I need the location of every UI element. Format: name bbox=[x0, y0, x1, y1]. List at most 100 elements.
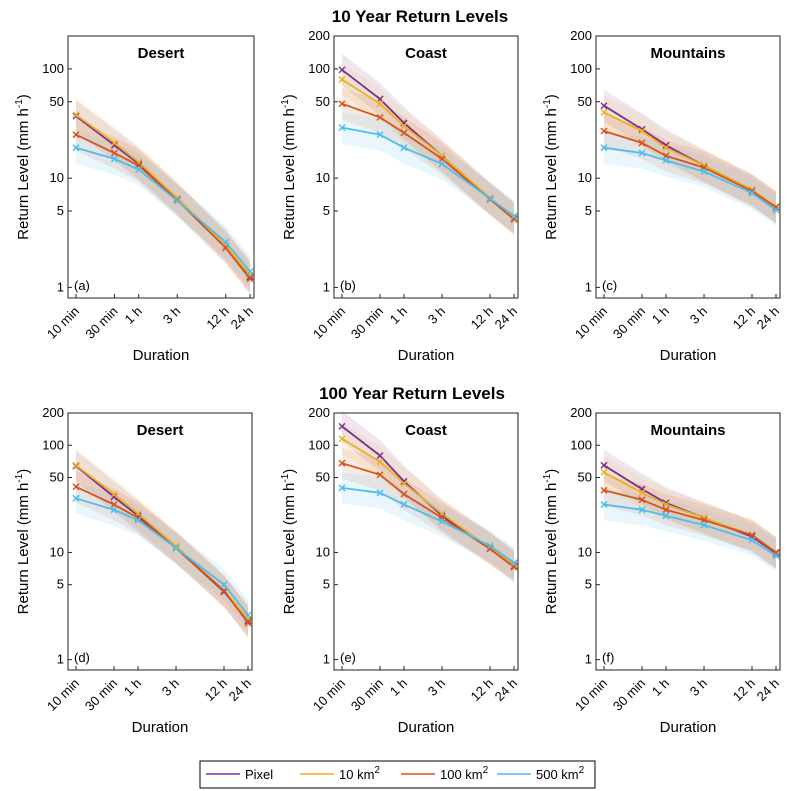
band-500km2 bbox=[342, 472, 514, 579]
point-100km2 bbox=[400, 129, 408, 137]
series-line-500km2 bbox=[75, 497, 249, 616]
point-100km2 bbox=[748, 531, 756, 539]
x-tick-label: 30 min bbox=[348, 676, 386, 714]
legend-entry-pixel: Pixel bbox=[206, 767, 273, 782]
y-axis-label: Return Level (mm h-1) bbox=[280, 469, 298, 615]
legend-entry-10km2: 10 km2 bbox=[300, 765, 380, 782]
panel-label: (d) bbox=[74, 650, 90, 665]
point-100km2 bbox=[244, 619, 252, 627]
y-tick-label: 10 bbox=[50, 544, 64, 559]
x-tick-label: 3 h bbox=[425, 304, 448, 327]
x-tick-label: 1 h bbox=[649, 304, 672, 327]
y-axis-label: Return Level (mm h-1) bbox=[542, 94, 560, 240]
point-500km2 bbox=[376, 131, 384, 139]
x-tick-label: 10 min bbox=[44, 304, 82, 342]
point-10km2 bbox=[638, 127, 646, 135]
axes-box bbox=[67, 35, 255, 299]
x-tick-label: 10 min bbox=[310, 304, 348, 342]
point-500km2 bbox=[222, 238, 230, 246]
x-tick-label: 12 h bbox=[202, 676, 231, 705]
panel-title: Mountains bbox=[651, 45, 726, 62]
x-axis-label: Duration bbox=[398, 347, 455, 364]
x-tick-label: 24 h bbox=[754, 676, 783, 705]
point-100km2 bbox=[338, 459, 346, 467]
y-tick-label: 5 bbox=[323, 577, 330, 592]
band-pixel bbox=[604, 449, 776, 569]
point-100km2 bbox=[638, 496, 646, 504]
panel-3: 1 5 10 50 100 200 10 min 30 min 1 h 3 h 12 h24 h Mo… bbox=[542, 28, 782, 364]
point-500km2 bbox=[638, 506, 646, 514]
x-tick-label: 10 min bbox=[572, 304, 610, 342]
point-500km2 bbox=[748, 536, 756, 544]
point-10km2 bbox=[338, 435, 346, 443]
y-tick-label: 10 bbox=[578, 170, 592, 185]
point-10km2 bbox=[638, 489, 646, 497]
series-line-500km2 bbox=[341, 126, 515, 217]
series-line-500km2 bbox=[75, 146, 251, 272]
y-tick-label: 5 bbox=[323, 203, 330, 218]
point-500km2 bbox=[72, 144, 80, 152]
point-10km2 bbox=[376, 458, 384, 466]
y-tick-label: 50 bbox=[316, 470, 330, 485]
x-tick-label: 24 h bbox=[492, 304, 521, 333]
legend-label-10km2: 10 km2 bbox=[339, 765, 380, 782]
axes-box bbox=[333, 412, 519, 671]
point-500km2 bbox=[110, 506, 118, 514]
row-title-100yr: 100 Year Return Levels bbox=[319, 384, 505, 403]
y-tick-label: 50 bbox=[578, 470, 592, 485]
x-tick-label: 24 h bbox=[228, 304, 257, 333]
legend-label-100km2: 100 km2 bbox=[440, 765, 489, 782]
y-tick-label: 1 bbox=[57, 279, 64, 294]
band-100km2 bbox=[604, 115, 776, 224]
point-pixel bbox=[338, 66, 346, 74]
y-tick-label: 100 bbox=[570, 61, 592, 76]
y-tick-label: 50 bbox=[578, 94, 592, 109]
point-500km2 bbox=[173, 197, 181, 205]
y-tick-label: 100 bbox=[570, 437, 592, 452]
x-tick-label: 12 h bbox=[468, 676, 497, 705]
point-500km2 bbox=[135, 165, 143, 174]
band-10km2 bbox=[76, 449, 248, 635]
point-500km2 bbox=[438, 517, 446, 525]
point-500km2 bbox=[376, 489, 384, 497]
x-tick-label: 30 min bbox=[610, 304, 648, 342]
point-500km2 bbox=[244, 611, 252, 619]
band-pixel bbox=[76, 450, 248, 637]
point-500km2 bbox=[486, 542, 494, 550]
x-tick-label: 12 h bbox=[730, 676, 759, 705]
point-500km2 bbox=[600, 500, 608, 509]
y-tick-label: 100 bbox=[308, 437, 330, 452]
y-tick-label: 1 bbox=[323, 279, 330, 294]
y-tick-label: 50 bbox=[316, 94, 330, 109]
y-tick-label: 200 bbox=[42, 405, 64, 420]
y-tick-label: 100 bbox=[42, 437, 64, 452]
point-500km2 bbox=[772, 552, 780, 560]
legend-label-500km2: 500 km2 bbox=[536, 765, 585, 782]
band-100km2 bbox=[76, 471, 248, 639]
point-500km2 bbox=[400, 144, 408, 152]
series-line-100km2 bbox=[341, 462, 515, 568]
x-axis-label: Duration bbox=[133, 347, 190, 364]
band-500km2 bbox=[604, 488, 776, 572]
point-100km2 bbox=[600, 486, 608, 494]
panel-label: (e) bbox=[340, 650, 356, 665]
y-axis-label: Return Level (mm h-1) bbox=[542, 469, 560, 615]
y-tick-label: 5 bbox=[57, 203, 64, 218]
x-tick-label: 1 h bbox=[121, 304, 144, 327]
y-tick-label: 10 bbox=[50, 170, 64, 185]
panel-label: (f) bbox=[602, 650, 614, 665]
band-500km2 bbox=[76, 482, 248, 631]
point-pixel bbox=[110, 141, 118, 149]
point-500km2 bbox=[510, 559, 518, 567]
panel-5: 1 5 10 50 100 200 10 min 30 min 1 h 3 h 12 h24 h Co… bbox=[280, 405, 520, 736]
point-100km2 bbox=[662, 506, 670, 514]
point-500km2 bbox=[662, 512, 670, 520]
point-10km2 bbox=[72, 461, 80, 469]
point-10km2 bbox=[338, 75, 346, 84]
x-tick-label: 3 h bbox=[159, 676, 182, 699]
point-100km2 bbox=[72, 483, 80, 491]
point-500km2 bbox=[600, 144, 608, 152]
point-10km2 bbox=[110, 139, 118, 147]
point-pixel bbox=[338, 422, 346, 430]
